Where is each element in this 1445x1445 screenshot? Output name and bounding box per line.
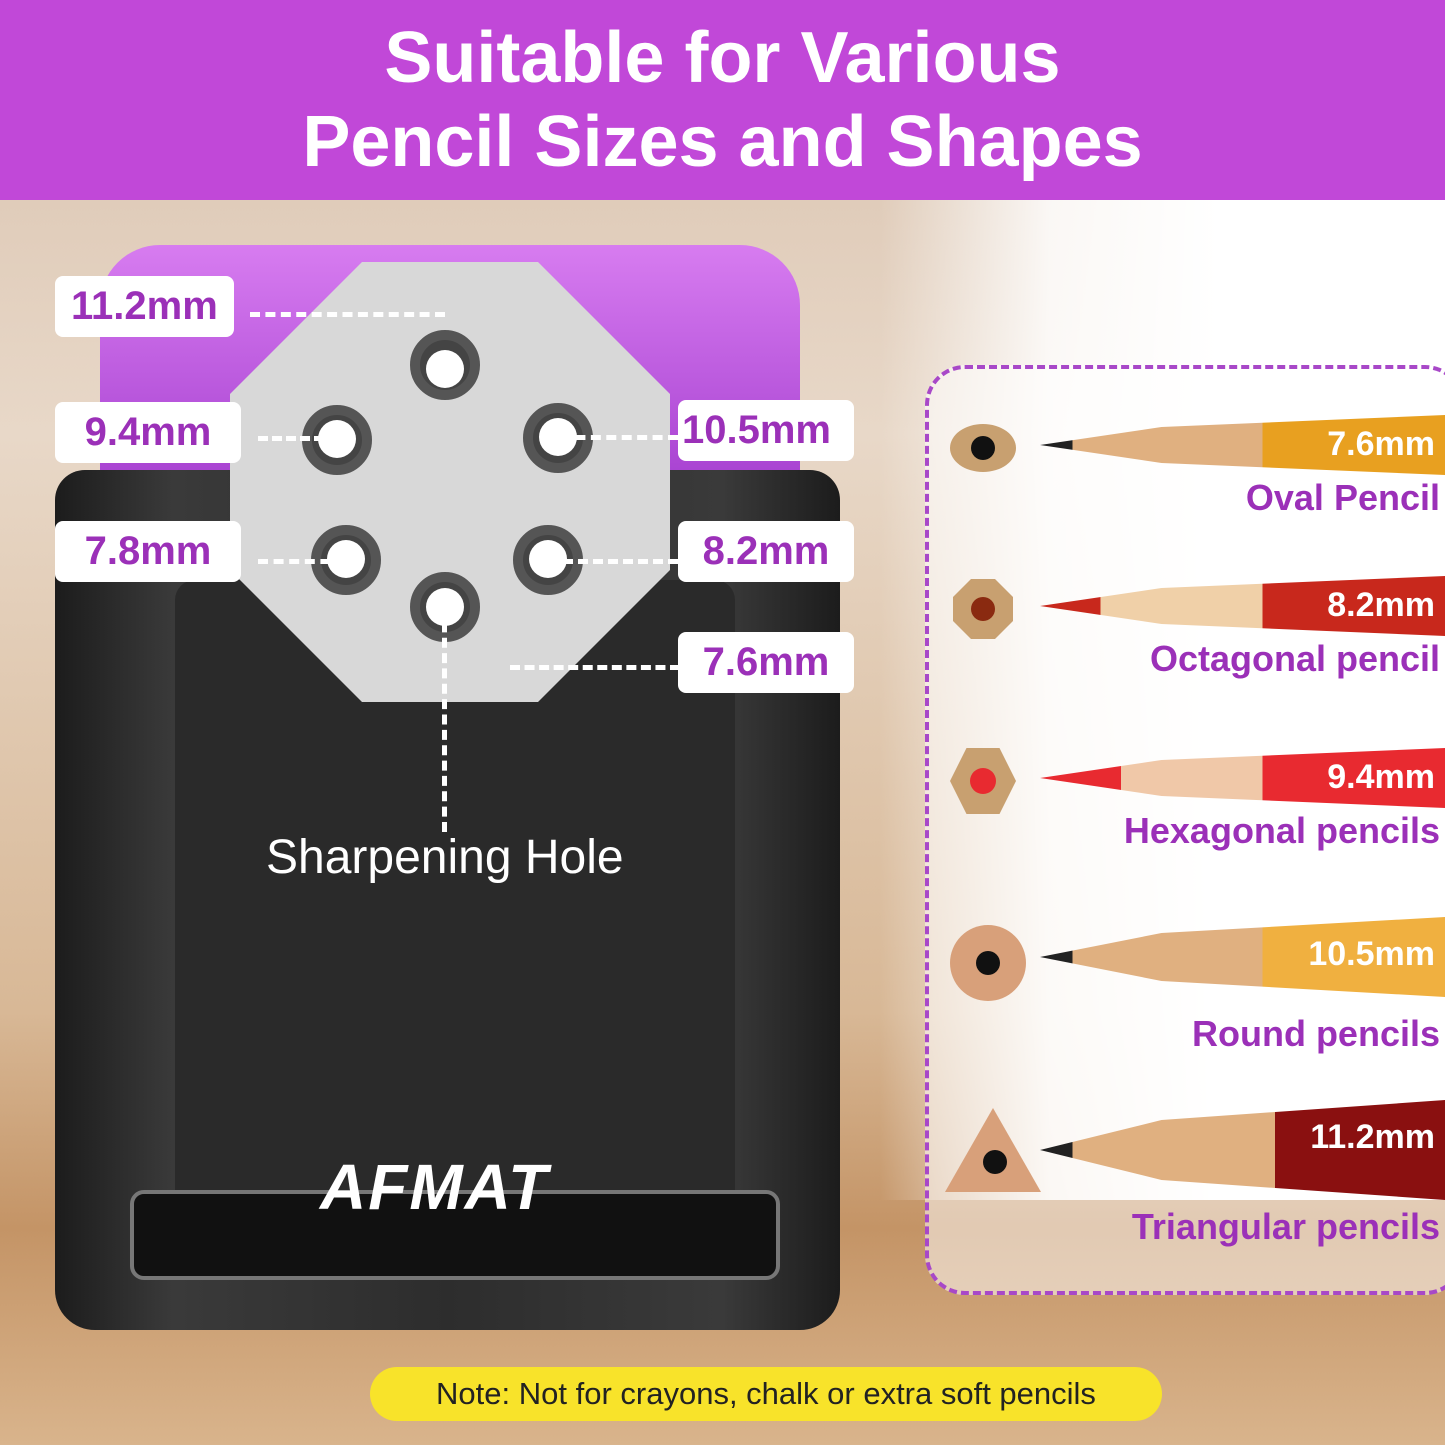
pencil-size: 7.6mm	[1327, 425, 1435, 463]
pencil-size: 8.2mm	[1327, 586, 1435, 624]
note-banner: Note: Not for crayons, chalk or extra so…	[370, 1367, 1162, 1421]
leader-line	[250, 312, 445, 317]
pencil-size: 9.4mm	[1327, 758, 1435, 796]
hole-marker	[426, 350, 464, 388]
pencil-row-hexagonal: 9.4mm Hexagonal pencils	[945, 748, 1445, 898]
leader-line	[560, 435, 678, 440]
pencil-name: Octagonal pencil	[1149, 638, 1440, 679]
leader-line	[510, 665, 680, 670]
size-label: 9.4mm	[55, 402, 241, 463]
octagon-shape-icon	[950, 576, 1016, 642]
size-label: 11.2mm	[55, 276, 234, 337]
size-label: 7.8mm	[55, 521, 241, 582]
brand-logo: AFMAT	[320, 1151, 550, 1223]
title-line-1: Suitable for Various	[384, 18, 1061, 98]
triangle-shape-icon	[945, 1108, 1041, 1192]
leader-line	[258, 559, 346, 564]
pencil-name: Oval Pencil	[1245, 477, 1440, 518]
size-label: 7.6mm	[678, 632, 854, 693]
sharpener-base	[130, 1190, 780, 1280]
pencil-row-round: 10.5mm Round pencils	[945, 917, 1445, 1075]
header-banner: Suitable for Various Pencil Sizes and Sh…	[0, 0, 1445, 200]
pencil-size: 11.2mm	[1310, 1118, 1435, 1156]
leader-line	[258, 436, 338, 441]
pencil-row-octagonal: 8.2mm Octagonal pencil	[945, 576, 1445, 726]
pencil-name: Triangular pencils	[1131, 1206, 1440, 1247]
oval-shape-icon	[950, 415, 1016, 481]
leader-line	[548, 559, 678, 564]
hole-11-2	[410, 330, 480, 400]
size-label: 8.2mm	[678, 521, 854, 582]
size-label: 10.5mm	[678, 400, 854, 461]
pencil-row-triangular: 11.2mm Triangular pencils	[945, 1100, 1445, 1258]
sharpening-hole-label: Sharpening Hole	[266, 831, 624, 884]
leader-line	[442, 607, 447, 832]
hexagon-shape-icon	[950, 748, 1016, 814]
pencil-size: 10.5mm	[1308, 935, 1435, 973]
title-line-2: Pencil Sizes and Shapes	[302, 102, 1143, 182]
pencil-name: Round pencils	[1191, 1013, 1440, 1054]
pencil-row-oval: 7.6mm Oval Pencil	[945, 415, 1445, 565]
round-shape-icon	[950, 925, 1026, 1001]
pencil-name: Hexagonal pencils	[1123, 810, 1440, 851]
